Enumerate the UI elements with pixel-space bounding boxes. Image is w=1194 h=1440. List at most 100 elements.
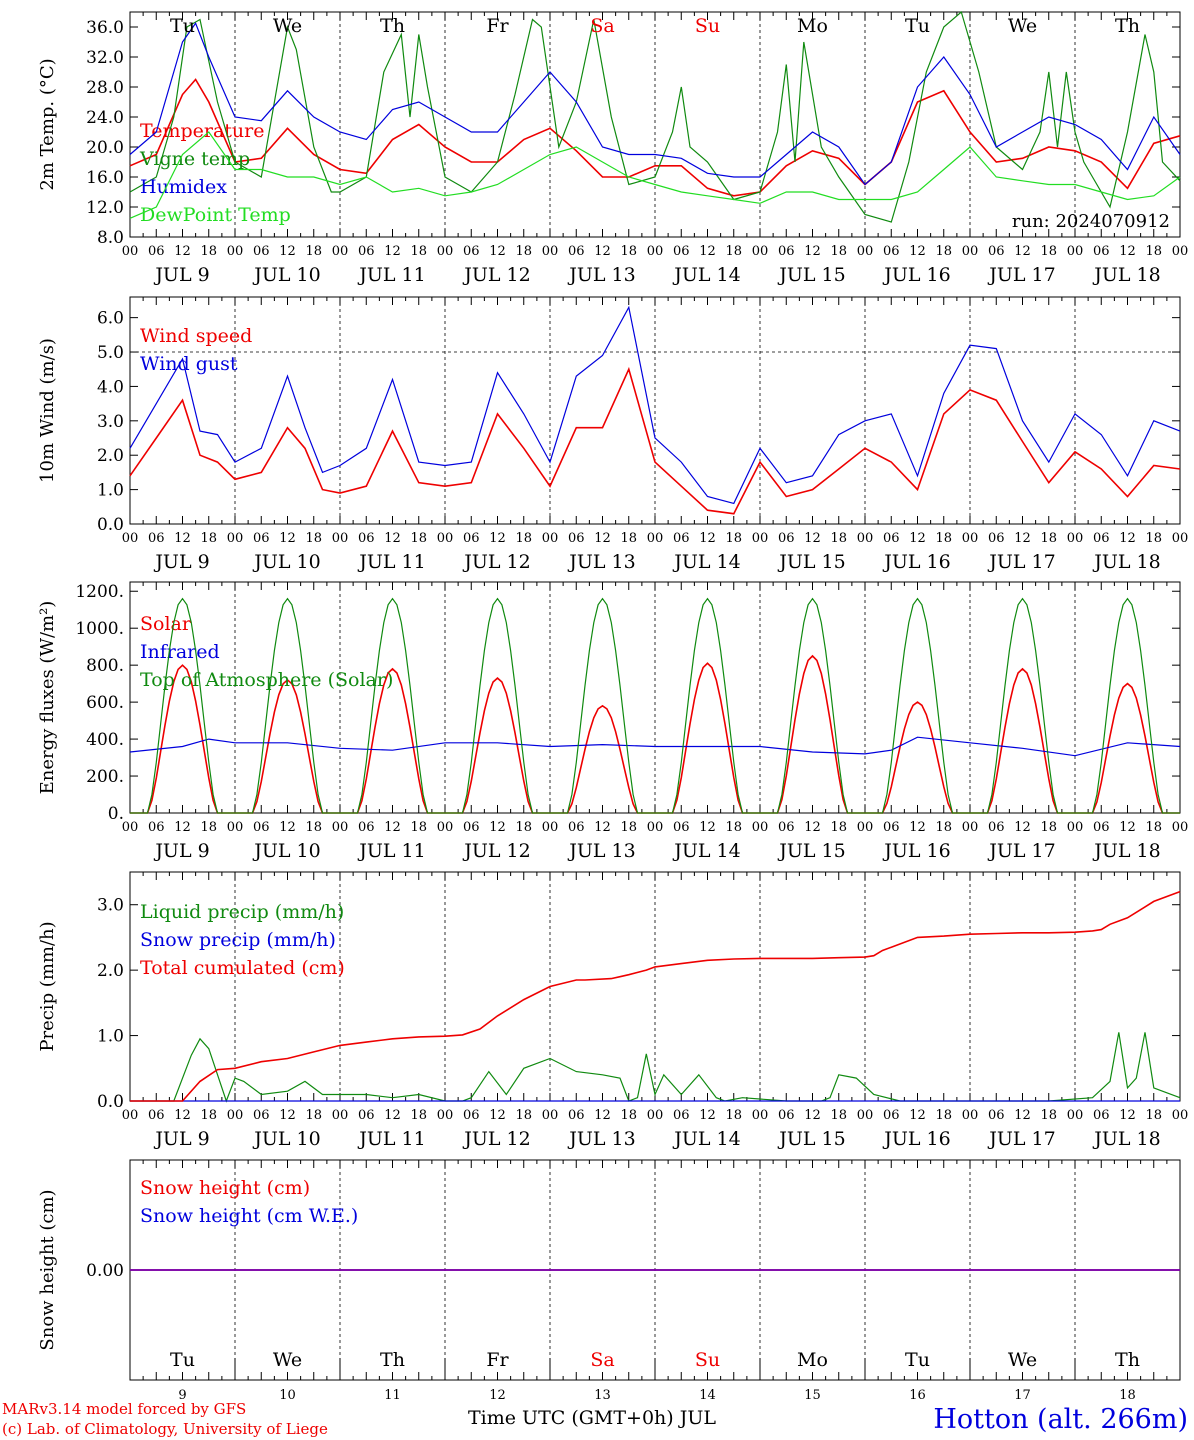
hour-label: 00 <box>122 244 139 259</box>
y-tick-label: 16.0 <box>86 168 124 188</box>
y-tick-label: 3.0 <box>97 896 124 916</box>
series-line <box>129 78 1181 197</box>
legend-entry: Solar <box>140 613 192 635</box>
hour-label: 00 <box>227 244 244 259</box>
date-label: JUL 13 <box>567 551 635 573</box>
date-label: JUL 11 <box>357 551 425 573</box>
hour-label: 12 <box>174 1108 191 1123</box>
date-label: JUL 11 <box>357 840 425 862</box>
y-tick-label: 5.0 <box>97 343 124 363</box>
hour-label: 12 <box>804 1108 821 1123</box>
y-tick-label: 400. <box>86 730 124 750</box>
date-label: JUL 17 <box>987 1128 1055 1150</box>
hour-label: 18 <box>830 820 847 835</box>
y-tick-label: 32.0 <box>86 48 124 68</box>
date-label: JUL 16 <box>882 1128 950 1150</box>
legend-entry: Total cumulated (cm) <box>140 957 345 979</box>
hour-label: 12 <box>279 244 296 259</box>
hour-label: 18 <box>515 820 532 835</box>
hour-label: 00 <box>1067 531 1084 546</box>
hour-label: 00 <box>752 1108 769 1123</box>
hour-label: 12 <box>804 531 821 546</box>
hour-label: 06 <box>883 1108 900 1123</box>
hour-label: 00 <box>962 1108 979 1123</box>
weekday-label: Tu <box>905 1349 930 1371</box>
hour-label: 06 <box>358 820 375 835</box>
date-label: JUL 17 <box>987 264 1055 286</box>
date-label: JUL 14 <box>672 551 740 573</box>
hour-label: 18 <box>305 244 322 259</box>
weekday-label: Su <box>695 15 720 37</box>
weekday-label: We <box>1008 1349 1037 1371</box>
y-tick-label: 0. <box>108 804 124 824</box>
hour-label: 00 <box>437 820 454 835</box>
hour-label: 00 <box>962 531 979 546</box>
y-tick-label: 0.0 <box>97 1092 124 1112</box>
date-label: JUL 15 <box>777 840 845 862</box>
date-label: JUL 9 <box>153 840 209 862</box>
y-tick-label: 800. <box>86 656 124 676</box>
hour-label: 00 <box>122 531 139 546</box>
series-line <box>129 736 1181 757</box>
hour-label: 18 <box>935 531 952 546</box>
date-label: JUL 12 <box>462 551 530 573</box>
hour-label: 06 <box>673 1108 690 1123</box>
hour-label: 12 <box>279 531 296 546</box>
hour-label: 06 <box>253 531 270 546</box>
hour-label: 12 <box>174 531 191 546</box>
date-label: JUL 14 <box>672 264 740 286</box>
hour-label: 18 <box>410 820 427 835</box>
hour-label: 00 <box>647 1108 664 1123</box>
hour-label: 12 <box>279 1108 296 1123</box>
date-label: JUL 9 <box>153 1128 209 1150</box>
weekday-label: Fr <box>486 15 509 37</box>
date-label: JUL 9 <box>153 551 209 573</box>
hour-label: 18 <box>1040 531 1057 546</box>
hour-label: 12 <box>1014 531 1031 546</box>
date-label: JUL 14 <box>672 840 740 862</box>
hour-label: 06 <box>148 531 165 546</box>
hour-label: 12 <box>384 244 401 259</box>
weekday-label: Th <box>380 1349 405 1371</box>
date-label: JUL 13 <box>567 264 635 286</box>
date-label: JUL 15 <box>777 551 845 573</box>
hour-label: 12 <box>489 244 506 259</box>
credit-line-2: (c) Lab. of Climatology, University of L… <box>2 1420 328 1438</box>
hour-label: 18 <box>1145 820 1162 835</box>
hour-label: 06 <box>568 1108 585 1123</box>
hour-label: 06 <box>253 244 270 259</box>
day-number: 15 <box>804 1388 821 1403</box>
date-label: JUL 13 <box>567 1128 635 1150</box>
hour-label: 12 <box>174 244 191 259</box>
hour-label: 06 <box>988 820 1005 835</box>
hour-label: 12 <box>909 1108 926 1123</box>
y-tick-label: 1200. <box>75 582 124 602</box>
date-label: JUL 18 <box>1092 264 1160 286</box>
hour-label: 00 <box>857 1108 874 1123</box>
hour-label: 00 <box>647 244 664 259</box>
hour-label: 06 <box>253 1108 270 1123</box>
hour-label: 18 <box>1145 244 1162 259</box>
day-number: 12 <box>489 1388 506 1403</box>
weekday-label: Sa <box>590 15 614 37</box>
hour-label: 12 <box>1014 820 1031 835</box>
hour-label: 06 <box>463 244 480 259</box>
y-axis-title: 10m Wind (m/s) <box>37 338 58 483</box>
hour-label: 00 <box>332 820 349 835</box>
y-tick-label: 600. <box>86 693 124 713</box>
hour-label: 06 <box>568 820 585 835</box>
series-line <box>129 131 1181 219</box>
hour-label: 06 <box>988 1108 1005 1123</box>
y-axis-title: Energy fluxes (W/m²) <box>37 601 58 795</box>
day-number: 13 <box>594 1388 611 1403</box>
legend-entry: Snow height (cm W.E.) <box>140 1205 358 1227</box>
hour-label: 12 <box>699 531 716 546</box>
weekday-label: Tu <box>170 1349 195 1371</box>
hour-label: 06 <box>883 244 900 259</box>
hour-label: 00 <box>1067 1108 1084 1123</box>
hour-label: 18 <box>200 531 217 546</box>
day-number: 16 <box>909 1388 926 1403</box>
hour-label: 06 <box>463 531 480 546</box>
y-tick-label: 36.0 <box>86 18 124 38</box>
